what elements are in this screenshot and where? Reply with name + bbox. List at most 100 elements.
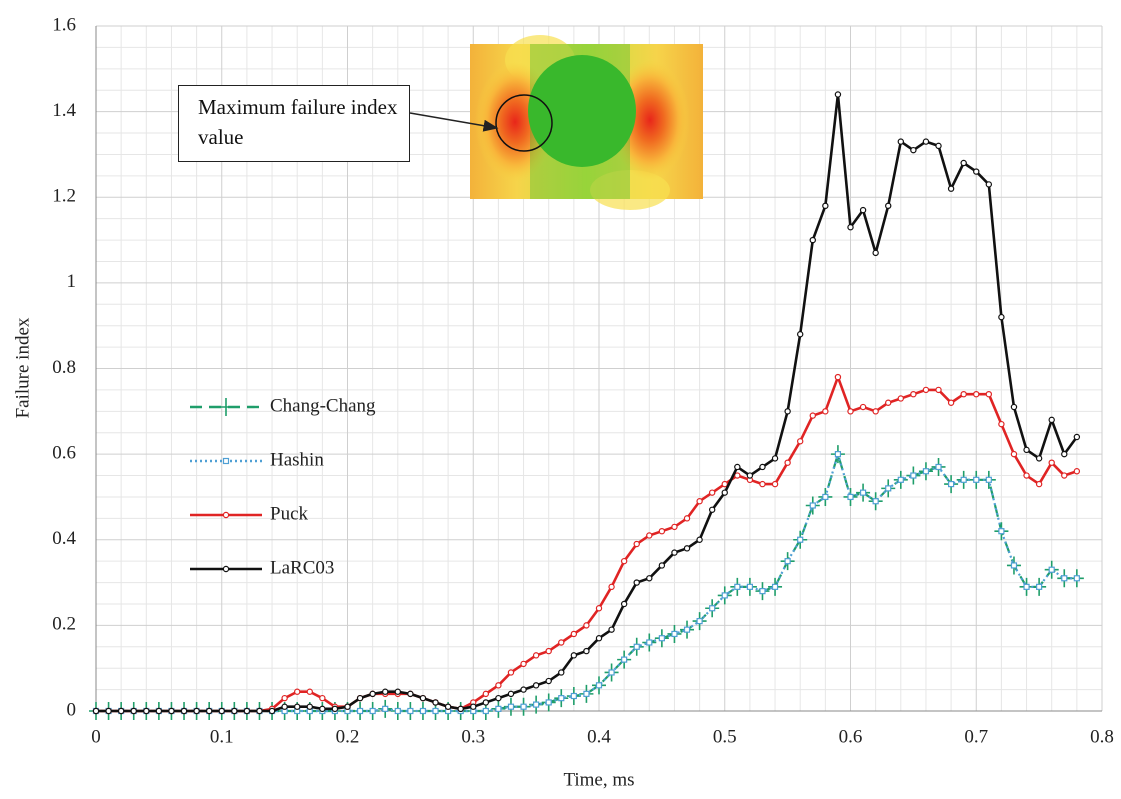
marker	[923, 469, 928, 474]
marker	[1024, 473, 1029, 478]
marker	[596, 636, 601, 641]
marker	[634, 541, 639, 546]
marker	[823, 203, 828, 208]
marker	[508, 670, 513, 675]
y-tick-label: 0.2	[52, 614, 76, 635]
marker	[119, 708, 124, 713]
marker	[672, 550, 677, 555]
marker	[685, 627, 690, 632]
marker	[1037, 456, 1042, 461]
x-tick-label: 0	[91, 726, 101, 747]
y-tick-label: 0.8	[52, 357, 76, 378]
marker	[496, 696, 501, 701]
marker	[244, 708, 249, 713]
marker	[672, 524, 677, 529]
marker	[697, 537, 702, 542]
marker	[282, 704, 287, 709]
x-tick-label: 0.3	[461, 726, 485, 747]
marker	[911, 392, 916, 397]
x-tick-label: 0.1	[210, 726, 234, 747]
marker	[760, 589, 765, 594]
marker	[169, 708, 174, 713]
y-tick-label: 0.4	[52, 528, 76, 549]
page: 00.10.20.30.40.50.60.70.800.20.40.60.811…	[0, 0, 1121, 799]
marker	[936, 464, 941, 469]
marker	[886, 400, 891, 405]
marker	[571, 631, 576, 636]
y-tick-label: 1.2	[52, 186, 76, 207]
y-tick-label: 0	[67, 699, 77, 720]
x-tick-label: 0.6	[839, 726, 863, 747]
marker	[106, 708, 111, 713]
marker	[647, 533, 652, 538]
marker	[835, 452, 840, 457]
marker	[609, 670, 614, 675]
marker	[1011, 563, 1016, 568]
marker	[181, 708, 186, 713]
marker	[609, 627, 614, 632]
y-axis-label: Failure index	[12, 317, 33, 418]
marker	[597, 683, 602, 688]
marker	[873, 499, 878, 504]
marker	[269, 708, 274, 713]
marker	[772, 481, 777, 486]
marker	[861, 490, 866, 495]
marker	[986, 392, 991, 397]
marker	[383, 689, 388, 694]
marker	[898, 477, 903, 482]
marker	[223, 566, 228, 571]
marker	[886, 203, 891, 208]
marker	[684, 546, 689, 551]
x-axis-label: Time, ms	[563, 769, 634, 790]
marker	[559, 640, 564, 645]
chart: 00.10.20.30.40.50.60.70.800.20.40.60.811…	[0, 0, 1121, 799]
marker	[710, 507, 715, 512]
x-tick-label: 0.4	[587, 726, 611, 747]
marker	[320, 696, 325, 701]
marker	[446, 704, 451, 709]
marker	[999, 529, 1004, 534]
marker	[911, 473, 916, 478]
marker	[986, 182, 991, 187]
marker	[974, 392, 979, 397]
legend-label: Chang-Chang	[270, 395, 376, 416]
marker	[873, 409, 878, 414]
marker	[1049, 417, 1054, 422]
marker	[1024, 447, 1029, 452]
marker	[571, 694, 576, 699]
marker	[697, 499, 702, 504]
marker	[810, 413, 815, 418]
marker	[207, 708, 212, 713]
marker	[345, 704, 350, 709]
marker	[760, 481, 765, 486]
marker	[521, 661, 526, 666]
marker	[282, 696, 287, 701]
marker	[873, 250, 878, 255]
marker	[232, 708, 237, 713]
marker	[219, 398, 233, 416]
marker	[508, 691, 513, 696]
marker	[194, 708, 199, 713]
marker	[760, 464, 765, 469]
marker	[810, 237, 815, 242]
marker	[93, 708, 98, 713]
marker	[546, 700, 551, 705]
legend-label: LaRC03	[270, 557, 334, 578]
marker	[219, 708, 224, 713]
marker	[508, 704, 513, 709]
marker	[307, 704, 312, 709]
marker	[370, 691, 375, 696]
marker	[144, 708, 149, 713]
marker	[496, 683, 501, 688]
marker	[710, 606, 715, 611]
marker	[986, 477, 991, 482]
marker	[295, 704, 300, 709]
marker	[332, 706, 337, 711]
marker	[823, 409, 828, 414]
marker	[433, 709, 438, 714]
marker	[722, 481, 727, 486]
marker	[609, 584, 614, 589]
y-tick-label: 1.4	[52, 100, 76, 121]
marker	[1074, 434, 1079, 439]
marker	[483, 691, 488, 696]
